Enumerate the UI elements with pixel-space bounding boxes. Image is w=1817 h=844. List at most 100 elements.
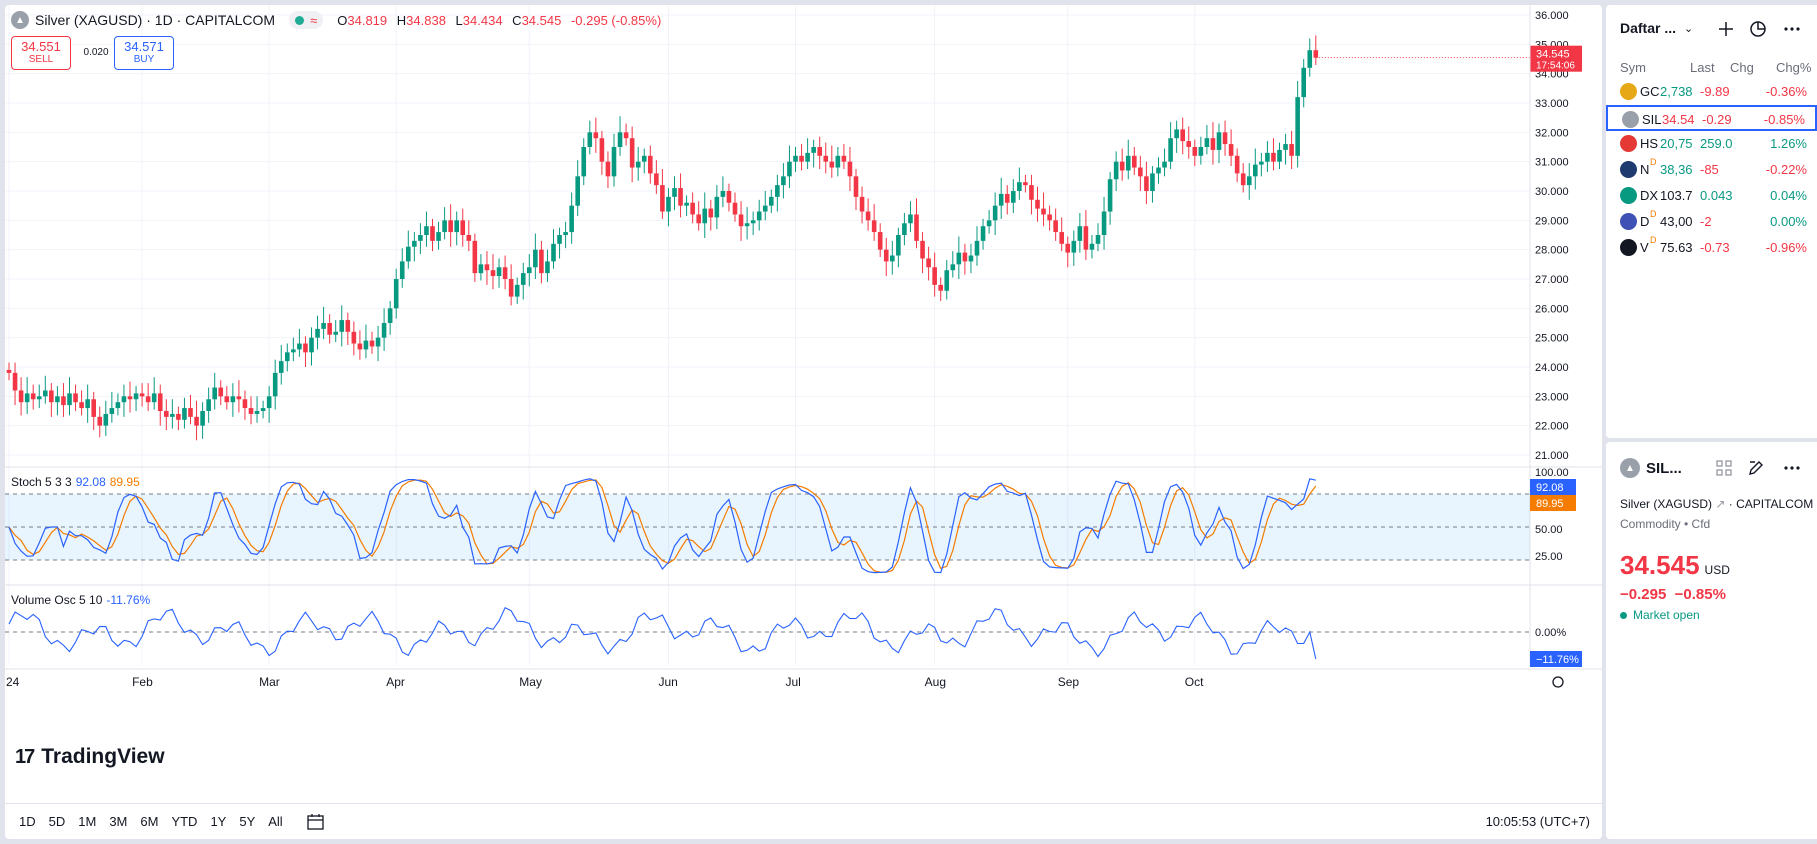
silver-icon: ▲ [11, 11, 29, 29]
range-button-5y[interactable]: 5Y [239, 814, 256, 829]
candle [248, 408, 254, 414]
chart-canvas[interactable]: 36.00035.00034.00033.00032.00031.00030.0… [5, 5, 1602, 839]
range-button-1d[interactable]: 1D [19, 814, 36, 829]
calendar-icon[interactable] [306, 813, 326, 831]
candle [73, 393, 78, 403]
watchlist-row[interactable]: V D 75.63 -0.73 -0.96% [1606, 235, 1817, 261]
tradingview-logo[interactable]: 17 TradingView [15, 745, 165, 769]
watchlist-row[interactable]: SIL 34.54 -0.29 -0.85% [1606, 105, 1817, 131]
stoch-legend[interactable]: Stoch 5 3 3 92.08 89.95 [11, 475, 140, 489]
watchlist-row[interactable]: N D 38,36 -85 -0.22% [1606, 157, 1817, 183]
stoch-label: Stoch 5 3 3 [11, 475, 72, 489]
range-button-6m[interactable]: 6M [140, 814, 159, 829]
dollar-index-icon [1620, 187, 1637, 204]
col-sym[interactable]: Sym [1620, 60, 1646, 75]
range-button-5d[interactable]: 5D [48, 814, 66, 829]
candle [587, 132, 593, 147]
candle [381, 323, 387, 338]
col-chgp[interactable]: Chg% [1776, 60, 1812, 75]
candle [648, 155, 653, 174]
settings-gear-icon[interactable] [1552, 676, 1564, 688]
candle [1271, 152, 1276, 162]
candle [641, 155, 647, 162]
watchlist-row[interactable]: HS 20,75 259.0 1.26% [1606, 131, 1817, 157]
watchlist-chgp: -0.96% [1765, 240, 1807, 255]
candle [1150, 173, 1155, 191]
external-link-icon[interactable]: ↗ [1715, 497, 1726, 511]
market-status-pill[interactable]: ≈ [289, 11, 324, 29]
candle [1004, 193, 1010, 203]
candle [896, 235, 901, 256]
stoch-d-tag [1530, 495, 1576, 511]
candle [109, 408, 115, 414]
more-options-icon[interactable] [1783, 20, 1801, 38]
gold-icon [1620, 83, 1637, 100]
range-button-1y[interactable]: 1Y [210, 814, 227, 829]
candle [520, 273, 526, 285]
candle [36, 396, 42, 400]
candle [1295, 97, 1300, 156]
watchlist-title[interactable]: Daftar ... [1620, 20, 1677, 36]
buy-button[interactable]: 34.571 BUY [114, 36, 174, 70]
candle [1138, 167, 1143, 177]
close-value: 34.545 [521, 12, 562, 28]
chevron-down-icon[interactable]: ⌄ [1684, 22, 1694, 35]
watchlist-row[interactable]: DX 103.7 0.043 0.04% [1606, 183, 1817, 209]
time-axis-label: May [519, 675, 542, 689]
sell-button[interactable]: 34.551 SELL [11, 36, 71, 70]
candle [726, 191, 732, 203]
market-open-dot-icon [295, 15, 305, 25]
candle [1011, 191, 1016, 203]
details-symbol[interactable]: SIL... [1646, 459, 1682, 477]
price-tick-label: 24.000 [1535, 362, 1569, 374]
candle [557, 235, 562, 244]
watchlist-chg: 0.043 [1700, 188, 1733, 203]
symbol-details-panel: ▲ SIL... Silver (XAGUSD) ↗ · CAPITALCOM … [1606, 442, 1817, 839]
range-button-1m[interactable]: 1M [78, 814, 97, 829]
candle [484, 264, 490, 271]
watchlist-last: 43,00 [1660, 214, 1693, 229]
candle [1240, 173, 1246, 186]
candle [1059, 232, 1064, 244]
candle [472, 240, 478, 274]
tradingview-logo-icon: 17 [15, 745, 35, 768]
col-last[interactable]: Last [1690, 60, 1715, 75]
candle [775, 185, 780, 197]
price-tick-label: 28.000 [1535, 245, 1569, 257]
candle [617, 132, 623, 147]
col-chg[interactable]: Chg [1730, 60, 1754, 75]
details-header[interactable]: ▲ SIL... [1620, 458, 1682, 478]
last-price-tag [1530, 45, 1582, 72]
candle [581, 147, 587, 177]
grid-icon[interactable] [1715, 459, 1733, 477]
candle [527, 267, 532, 274]
range-button-ytd[interactable]: YTD [171, 814, 198, 829]
candle [406, 246, 411, 262]
candle [1053, 220, 1058, 233]
range-button-all[interactable]: All [268, 814, 283, 829]
candle [266, 396, 272, 409]
watchlist-header[interactable]: Daftar ... ⌄ [1606, 5, 1817, 51]
watchlist-row[interactable]: GC 2,738 -9.89 -0.36% [1606, 79, 1817, 105]
candle [938, 284, 943, 291]
candle [974, 240, 980, 256]
candle [950, 264, 956, 271]
pie-chart-icon[interactable] [1749, 20, 1767, 38]
details-exchange[interactable]: CAPITALCOM [1736, 497, 1814, 511]
range-button-3m[interactable]: 3M [109, 814, 128, 829]
volume-osc-legend[interactable]: Volume Osc 5 10 -11.76% [11, 593, 150, 607]
watchlist-chg: -9.89 [1700, 84, 1730, 99]
buy-price: 34.571 [124, 39, 164, 54]
watchlist-chgp: 1.26% [1770, 136, 1807, 151]
add-symbol-icon[interactable] [1717, 20, 1735, 38]
market-status-text: Market open [1633, 608, 1700, 622]
chart-pane[interactable]: 36.000 35.000 34.000 33.000 32.000 31.000 30.0… [5, 5, 1602, 839]
candle [841, 155, 847, 162]
candle [1234, 155, 1240, 174]
more-options-icon[interactable] [1783, 459, 1801, 477]
symbol-title[interactable]: Silver (XAGUSD) · 1D · CAPITALCOM [35, 12, 276, 28]
clock-display[interactable]: 10:05:53 (UTC+7) [1485, 814, 1590, 829]
candle [182, 408, 187, 420]
watchlist-row[interactable]: D D 43,00 -2 0.00% [1606, 209, 1817, 235]
edit-icon[interactable] [1747, 459, 1765, 477]
